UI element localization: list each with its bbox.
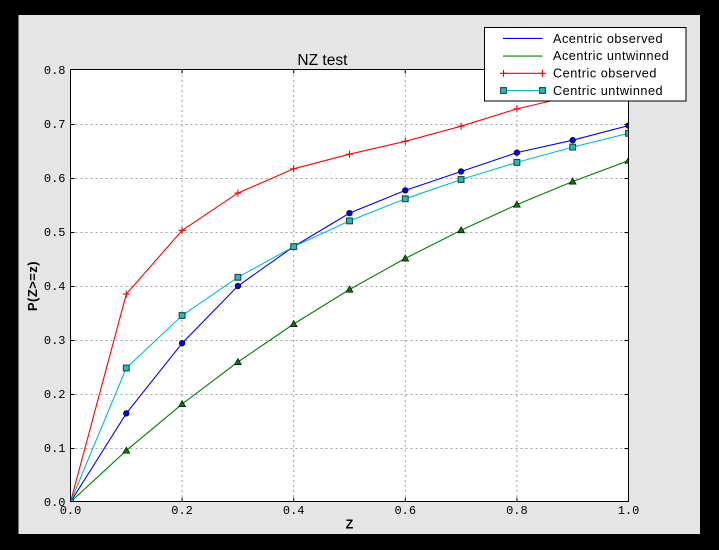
svg-text:NZ test: NZ test (297, 52, 348, 69)
svg-text:0.4: 0.4 (283, 504, 305, 518)
svg-text:0.8: 0.8 (506, 504, 528, 518)
svg-text:0.0: 0.0 (60, 504, 82, 518)
svg-text:Acentric observed: Acentric observed (553, 32, 663, 46)
svg-text:0.5: 0.5 (44, 226, 66, 240)
svg-text:0.0: 0.0 (44, 496, 66, 510)
svg-text:Z: Z (346, 518, 354, 532)
svg-text:1.0: 1.0 (618, 504, 640, 518)
svg-text:0.7: 0.7 (44, 118, 66, 132)
svg-text:0.4: 0.4 (44, 280, 66, 294)
svg-text:0.3: 0.3 (44, 334, 66, 348)
svg-text:0.1: 0.1 (44, 442, 66, 456)
svg-text:0.2: 0.2 (44, 388, 66, 402)
svg-text:0.2: 0.2 (171, 504, 193, 518)
svg-text:0.6: 0.6 (394, 504, 416, 518)
svg-text:Acentric untwinned: Acentric untwinned (553, 49, 669, 63)
svg-text:P(Z>=z): P(Z>=z) (25, 261, 40, 311)
svg-text:0.6: 0.6 (44, 172, 66, 186)
svg-text:Centric observed: Centric observed (553, 67, 657, 81)
svg-text:Centric untwinned: Centric untwinned (553, 84, 663, 98)
svg-text:0.8: 0.8 (44, 64, 66, 78)
